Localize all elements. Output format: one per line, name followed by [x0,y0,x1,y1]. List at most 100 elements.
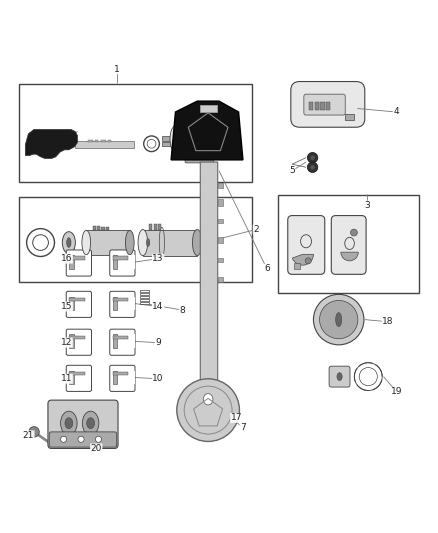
Bar [143,230,197,256]
Text: 11: 11 [61,374,72,383]
Bar [69,296,74,310]
Bar [86,230,130,255]
Text: 6: 6 [264,264,270,273]
Circle shape [307,162,318,173]
Text: 4: 4 [393,108,399,117]
Bar [208,237,211,249]
FancyBboxPatch shape [331,215,366,274]
FancyBboxPatch shape [288,215,325,274]
Ellipse shape [138,230,148,256]
FancyBboxPatch shape [110,292,135,318]
Text: 13: 13 [152,254,164,263]
Bar [218,277,223,282]
Bar [218,199,223,206]
Wedge shape [292,254,314,265]
FancyBboxPatch shape [66,250,92,276]
Circle shape [305,258,311,264]
Ellipse shape [178,135,182,143]
Text: 15: 15 [61,302,72,311]
Bar [69,298,85,301]
Ellipse shape [125,230,134,255]
Ellipse shape [67,238,71,247]
Bar [113,370,117,384]
Bar [186,122,190,126]
Bar [140,296,149,298]
Circle shape [320,301,358,339]
Bar [113,255,117,269]
Bar [315,102,319,110]
Bar [75,141,134,148]
Bar [212,239,214,249]
Bar [69,334,74,349]
Text: 19: 19 [391,387,403,397]
Bar [113,336,128,339]
Bar [158,224,161,230]
Text: 14: 14 [152,302,164,311]
Text: 17: 17 [231,414,242,423]
Bar [19,84,252,182]
Bar [218,237,223,243]
FancyBboxPatch shape [66,292,92,318]
Text: 21: 21 [23,431,34,440]
Bar [95,140,99,142]
Bar [69,255,74,269]
Bar [102,227,105,230]
Bar [162,136,171,141]
Polygon shape [200,162,218,397]
Circle shape [307,152,318,163]
Ellipse shape [82,230,91,255]
Bar [113,372,128,375]
Bar [309,102,314,110]
Circle shape [95,436,102,442]
Ellipse shape [229,126,240,152]
Circle shape [314,294,364,345]
Polygon shape [25,130,78,158]
Bar [326,102,330,110]
FancyBboxPatch shape [110,365,135,391]
FancyBboxPatch shape [110,329,135,356]
Bar [345,114,354,120]
Bar [119,255,134,269]
Circle shape [60,436,67,442]
Bar [218,183,223,188]
Bar [140,298,149,301]
Ellipse shape [336,313,342,327]
Circle shape [310,165,315,170]
Ellipse shape [62,232,75,254]
Ellipse shape [146,239,150,246]
Bar [75,296,91,310]
Ellipse shape [192,230,202,256]
Bar [69,370,74,384]
Text: 20: 20 [91,444,102,453]
Bar [113,298,128,301]
Bar [113,296,117,310]
Bar [102,140,106,142]
Text: 12: 12 [61,338,72,347]
Bar [191,123,194,126]
Circle shape [350,229,357,236]
Bar [75,370,91,384]
Bar [119,296,134,310]
Ellipse shape [87,418,95,429]
Circle shape [177,379,240,441]
Bar [154,224,157,230]
Bar [113,256,128,260]
Text: 3: 3 [364,201,370,210]
Bar [278,195,419,293]
Bar [93,226,96,230]
FancyBboxPatch shape [110,250,135,276]
Polygon shape [171,101,243,160]
Text: 10: 10 [152,374,164,383]
Ellipse shape [60,411,77,435]
Wedge shape [341,252,358,261]
Bar [176,126,234,152]
Bar [19,197,252,282]
FancyBboxPatch shape [291,82,365,127]
Bar [119,370,134,384]
FancyBboxPatch shape [185,151,214,163]
Text: 8: 8 [179,305,185,314]
Circle shape [310,155,315,160]
Text: 18: 18 [382,317,394,326]
Bar [218,258,223,262]
Ellipse shape [337,373,342,381]
